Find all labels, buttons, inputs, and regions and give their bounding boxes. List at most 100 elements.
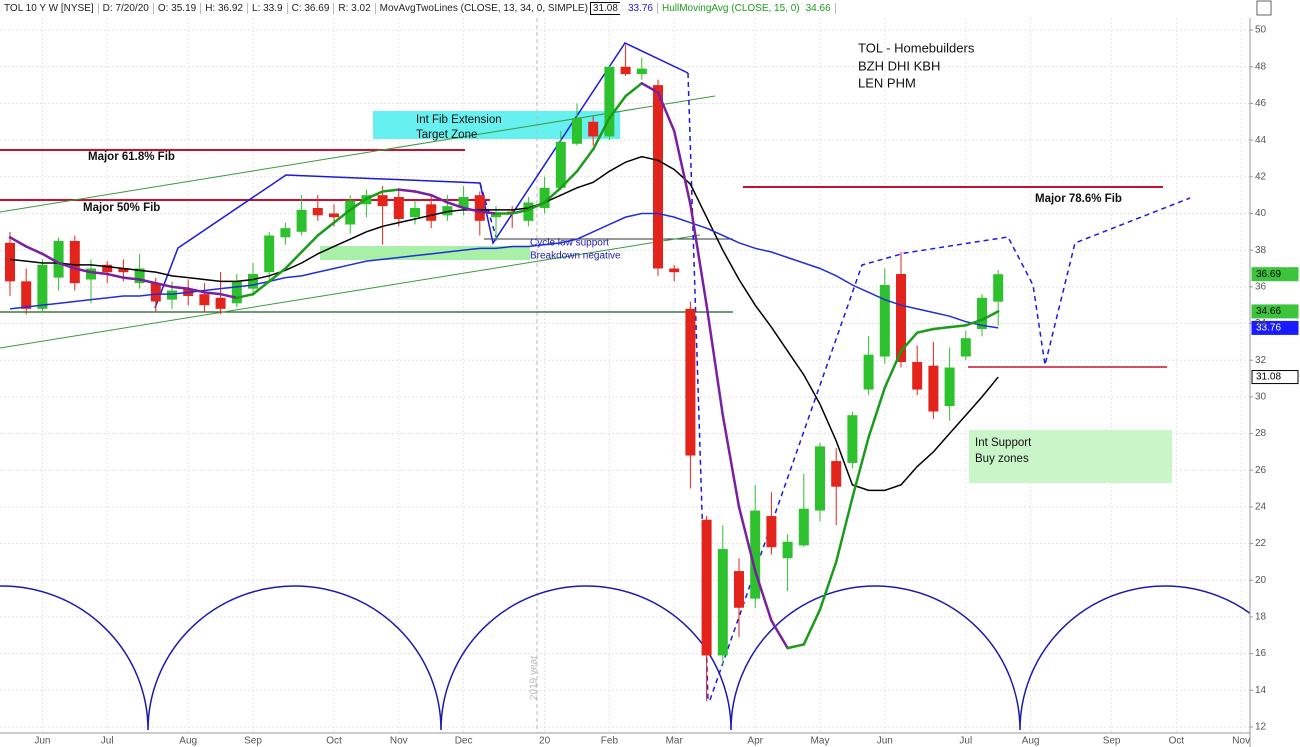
hull-segment	[834, 496, 854, 564]
candle-body	[458, 196, 469, 208]
candle-body	[134, 268, 145, 284]
study: HullMovingAvg (CLOSE, 15, 0)	[661, 2, 800, 14]
price-tag	[1251, 370, 1299, 385]
x-tick-label: Oct	[326, 736, 342, 747]
hull-segment	[527, 201, 546, 212]
candle-body	[102, 264, 113, 273]
candle-body	[847, 415, 858, 463]
annotation: Int Support	[975, 437, 1032, 449]
hull-segment	[656, 91, 676, 133]
annotation: TOL - Homebuilders	[858, 40, 975, 55]
hull-segment	[219, 292, 239, 300]
hull-segment	[24, 245, 44, 256]
field: D: 7/20/20	[99, 2, 154, 14]
annotation: LEN PHM	[858, 75, 916, 90]
y-tick-label: 30	[1255, 392, 1267, 403]
price-tag-label: 31.08	[1256, 372, 1281, 383]
annotation: BZH DHI KBH	[858, 58, 940, 73]
hull-segment	[381, 188, 401, 193]
header: TOL 10 Y W [NYSE] D: 7/20/20 O: 35.19 H:…	[0, 0, 836, 16]
x-tick-label: Nov	[390, 736, 408, 747]
candle-body	[167, 290, 177, 300]
y-tick-label: 28	[1255, 428, 1267, 439]
hull-segment	[883, 349, 903, 389]
hull-segment	[122, 276, 141, 281]
candle-body	[21, 281, 32, 309]
candle-body	[620, 66, 631, 75]
candle-body	[199, 294, 210, 306]
candle-body	[572, 118, 582, 144]
hull-segment	[73, 267, 93, 274]
hull-segment	[624, 82, 644, 98]
price-tag	[1251, 267, 1299, 282]
candle-body	[118, 268, 129, 273]
field: C: 36.69	[288, 2, 335, 14]
candle-body	[879, 285, 890, 357]
annotation: Cycle low support	[530, 238, 609, 249]
y-tick-label: 20	[1255, 575, 1267, 586]
hull-segment	[332, 208, 352, 224]
candle-body	[37, 264, 48, 309]
candle-body	[345, 200, 356, 225]
candle-body	[377, 195, 388, 207]
hull-segment	[478, 210, 498, 215]
hull-segment	[203, 291, 222, 296]
field: O: 35.19	[154, 2, 202, 14]
hull-segment	[348, 197, 368, 212]
candle-body	[669, 268, 680, 273]
hull-segment	[753, 569, 773, 622]
trend-line	[0, 95, 716, 213]
candle-body	[960, 338, 971, 357]
settings-icon[interactable]	[1256, 0, 1272, 16]
candle-body	[296, 209, 307, 232]
hull-segment	[964, 318, 984, 327]
hull-segment	[89, 270, 109, 276]
hull-segment	[284, 250, 303, 270]
hull-segment	[543, 186, 563, 204]
candle-body	[798, 508, 809, 546]
hull-segment	[932, 325, 951, 331]
hull-segment	[300, 234, 320, 254]
cycle-arcs	[0, 585, 1250, 731]
candle-body	[977, 297, 987, 330]
annotation: Major 50% Fib	[83, 202, 160, 214]
y-tick-label: 50	[1255, 25, 1267, 36]
hull-segment	[251, 280, 271, 296]
x-tick-label: Jun	[877, 736, 893, 747]
candle-body	[750, 510, 761, 599]
price-tag	[1251, 304, 1299, 319]
candle-body	[523, 202, 534, 221]
y-tick-label: 34	[1255, 318, 1267, 329]
candle-body	[766, 516, 777, 548]
candle-body	[685, 308, 696, 456]
hull-segment	[267, 267, 287, 283]
field: L: 33.9	[248, 2, 288, 14]
hull-segment	[8, 236, 28, 248]
candle-body	[231, 281, 242, 304]
candle-body	[264, 235, 275, 273]
hull-segment	[559, 170, 579, 190]
candle-body	[53, 240, 64, 278]
x-tick-label: 20	[539, 736, 551, 747]
hull-segment	[867, 386, 887, 439]
candle-body	[426, 204, 437, 221]
y-tick-label: 18	[1255, 612, 1267, 623]
hull-segment	[154, 281, 174, 289]
x-tick-label: May	[811, 736, 830, 747]
candle-body	[636, 68, 647, 75]
y-tick-label: 42	[1255, 171, 1267, 182]
hull-segment	[818, 560, 838, 611]
hull-segment	[575, 148, 595, 173]
candle-body	[150, 283, 161, 302]
x-tick-label: Dec	[455, 736, 473, 747]
hull-segment	[138, 278, 158, 285]
annotation-layer: Major 61.8% Fib Major 50% Fib Int Fib Ex…	[0, 18, 1250, 733]
y-tick-label: 12	[1255, 722, 1267, 733]
x-tick-label: Nov	[1232, 736, 1250, 747]
y-tick-label: 24	[1255, 502, 1267, 513]
candle-body	[993, 274, 1004, 302]
hull-segment	[948, 324, 968, 329]
candle-body	[896, 273, 906, 363]
